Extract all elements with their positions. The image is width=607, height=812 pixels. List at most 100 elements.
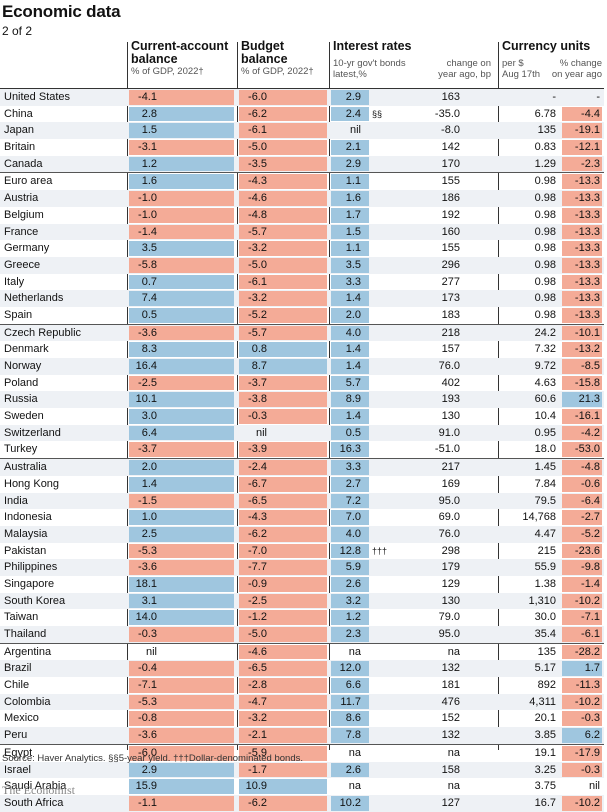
value-shade [331, 510, 369, 525]
header-ir-sub1b: latest,% [333, 69, 367, 80]
value-shade [562, 745, 602, 761]
fx-change-value: -13.3 [574, 308, 600, 321]
budget-balance-value: -2.8 [248, 679, 267, 692]
yield-change-value: 179 [441, 561, 460, 574]
value-shade [562, 678, 602, 693]
value-shade [562, 342, 602, 357]
value-shade [562, 106, 602, 122]
yield-change-value: 132 [441, 662, 460, 675]
value-shade [331, 409, 369, 424]
fx-change-value: -23.6 [574, 544, 600, 557]
value-shade [331, 526, 369, 542]
value-shade [331, 106, 369, 122]
budget-balance-value: -1.2 [248, 611, 267, 624]
fx-rate-value: 0.98 [534, 208, 556, 221]
current-account-value: 16.4 [135, 360, 157, 372]
budget-balance-value: -4.8 [248, 208, 267, 221]
value-shade [562, 442, 602, 458]
budget-balance-value: -6.5 [248, 494, 267, 507]
header-ca-title1: Current-account [131, 39, 229, 53]
fx-change-value: -11.3 [575, 679, 600, 692]
header-cu-sub2a: % change [559, 58, 602, 69]
table-row: France -1.4 -5.7 1.5 160 0.98 -13.3 [0, 223, 604, 241]
current-account-value: 14.0 [135, 611, 157, 624]
fx-rate-value: 35.4 [534, 628, 556, 640]
value-shade [331, 610, 369, 625]
budget-balance-value: -5.9 [248, 746, 267, 759]
current-account-value: -0.8 [138, 712, 157, 725]
bond-yield-value: 3.2 [345, 594, 361, 607]
value-shade [129, 728, 234, 743]
yield-change-value: 163 [441, 91, 460, 103]
header-ir-title: Interest rates [333, 39, 412, 53]
budget-balance-value: -6.2 [248, 796, 267, 809]
value-shade [129, 325, 234, 341]
budget-balance-value: -0.3 [248, 410, 267, 423]
fx-change-value: -13.3 [574, 225, 600, 238]
value-shade [331, 678, 369, 693]
country-name: Argentina [4, 645, 52, 658]
header-cu-title: Currency units [502, 39, 591, 53]
yield-change-value: 130 [441, 410, 460, 423]
table-row: Italy 0.7 -6.1 3.3 277 0.98 -13.3 [0, 274, 604, 291]
bond-yield-value: 2.4 [345, 107, 361, 120]
fx-change-value: -1.4 [581, 577, 600, 590]
bond-yield-value: 2.9 [345, 91, 361, 103]
country-name: Indonesia [4, 511, 52, 524]
bond-yield-value: 7.0 [345, 511, 361, 524]
value-shade [239, 224, 327, 240]
fx-rate-value: 7.84 [534, 477, 556, 490]
bond-yield-value: na [348, 780, 361, 793]
bond-yield-value: 2.7 [345, 477, 361, 490]
value-shade [562, 762, 602, 778]
value-shade [331, 694, 369, 710]
table-row: Sweden 3.0 -0.3 1.4 130 10.4 -16.1 [0, 408, 604, 425]
bond-yield-value: 1.7 [345, 208, 361, 221]
value-shade [239, 460, 327, 475]
table-row: Australia 2.0 -2.4 3.3 217 1.45 -4.8 [0, 458, 604, 476]
value-shade [562, 510, 602, 525]
value-shade [129, 140, 234, 155]
bond-yield-value: 7.8 [345, 729, 361, 742]
budget-balance-value: -1.7 [248, 763, 267, 776]
fx-rate-value: 24.2 [534, 326, 556, 339]
fx-change-value: -10.2 [574, 594, 600, 607]
value-shade [562, 156, 602, 172]
header-bb-title2: balance [241, 52, 288, 66]
value-shade [129, 442, 234, 458]
budget-balance-value: -2.4 [248, 461, 267, 474]
yield-change-value: 402 [441, 376, 460, 389]
value-shade [239, 510, 327, 525]
value-shade [129, 123, 234, 139]
current-account-value: -3.1 [138, 141, 157, 154]
country-name: Denmark [4, 343, 49, 356]
yield-change-value: 79.0 [438, 611, 460, 624]
current-account-value: -3.6 [138, 326, 157, 339]
table-row: Taiwan 14.0 -1.2 1.2 79.0 30.0 -7.1 [0, 609, 604, 626]
value-shade [129, 678, 234, 693]
value-shade [562, 274, 602, 290]
value-shade [562, 560, 602, 575]
value-shade [562, 627, 602, 642]
table-row: Egypt -6.0 -5.9 na na 19.1 -17.9 [0, 743, 604, 762]
country-name: Britain [4, 141, 36, 154]
bond-yield-value: 1.4 [345, 410, 361, 423]
fx-change-value: 6.2 [584, 729, 600, 742]
value-shade [331, 375, 369, 391]
value-shade [239, 207, 327, 223]
value-shade [129, 375, 234, 391]
value-shade [129, 359, 234, 374]
country-name: United States [4, 91, 71, 103]
fx-rate-value: 0.98 [534, 275, 556, 288]
fx-rate-value: 55.9 [534, 561, 556, 574]
yield-change-value: 132 [441, 729, 460, 742]
country-name: France [4, 225, 39, 238]
fx-rate-value: 0.98 [534, 192, 556, 205]
value-shade [239, 106, 327, 122]
value-shade [562, 644, 602, 660]
value-shade [239, 694, 327, 710]
fx-change-value: -5.2 [581, 527, 600, 540]
value-shade [129, 661, 234, 677]
value-shade [331, 593, 369, 609]
value-shade [129, 307, 234, 323]
